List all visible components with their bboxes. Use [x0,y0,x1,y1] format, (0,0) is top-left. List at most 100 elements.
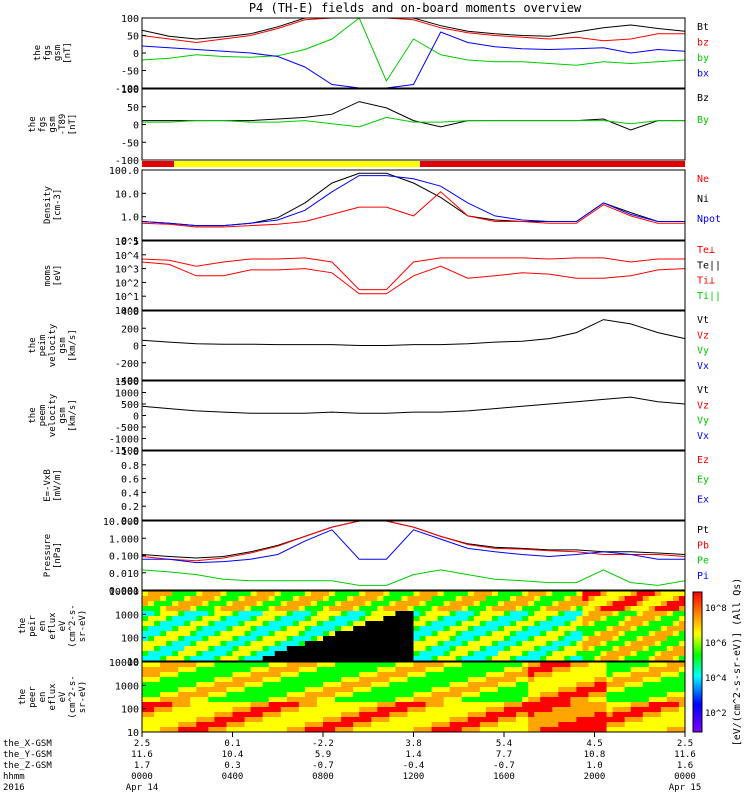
heatmap-cell [148,702,155,708]
heatmap-cell [251,621,258,627]
heatmap-cell [389,616,396,622]
heatmap-cell [154,631,161,637]
heatmap-cell [558,651,565,657]
heatmap-cell [661,601,668,607]
heatmap-cell [178,641,185,647]
heatmap-cell [625,591,632,597]
heatmap-cell [480,717,487,723]
heatmap-cell [377,591,384,597]
heatmap-cell [492,717,499,723]
heatmap-cell [456,702,463,708]
heatmap-cell [401,641,408,647]
heatmap-cell [625,616,632,622]
heatmap-cell [395,591,402,597]
heatmap-cell [673,591,680,597]
heatmap-cell [269,672,276,678]
heatmap-cell [498,662,505,668]
heatmap-cell [299,616,306,622]
heatmap-cell [347,697,354,703]
heatmap-cell [534,611,541,617]
heatmap-cell [353,682,360,688]
heatmap-cell [564,626,571,632]
heatmap-cell [184,636,191,642]
heatmap-cell [486,692,493,698]
heatmap-cell [625,677,632,683]
heatmap-cell [275,702,282,708]
heatmap-cell [498,596,505,602]
heatmap-cell [546,646,553,652]
heatmap-cell [420,651,427,657]
heatmap-cell [444,662,451,668]
heatmap-cell [371,707,378,713]
heatmap-cell [208,651,215,657]
heatmap-cell [142,631,149,637]
y-axis-label: velocity [48,393,58,437]
heatmap-cell [317,601,324,607]
heatmap-cell [631,596,638,602]
heatmap-cell [414,687,421,693]
heatmap-cell [570,611,577,617]
heatmap-cell [287,712,294,718]
heatmap-cell [335,662,342,668]
heatmap-cell [166,717,173,723]
y-tick-label: -500 [115,423,139,434]
heatmap-cell [595,596,602,602]
heatmap-cell [643,722,650,728]
heatmap-cell [263,611,270,617]
heatmap-cell [474,672,481,678]
heatmap-cell [148,677,155,683]
heatmap-cell [323,606,330,612]
heatmap-cell [220,641,227,647]
heatmap-cell [365,626,372,632]
heatmap-cell [486,722,493,728]
heatmap-cell [233,712,240,718]
heatmap-cell [287,702,294,708]
heatmap-cell [335,717,342,723]
heatmap-cell [196,611,203,617]
heatmap-cell [661,621,668,627]
heatmap-cell [619,682,626,688]
heatmap-cell [540,626,547,632]
heatmap-cell [184,667,191,673]
heatmap-cell [619,662,626,668]
heatmap-cell [142,687,149,693]
heatmap-cell [468,697,475,703]
heatmap-cell [414,631,421,637]
heatmap-cell [607,682,614,688]
heatmap-cell [673,707,680,713]
y-axis-label: eflux [48,612,58,640]
heatmap-cell [311,641,318,647]
heatmap-cell [329,626,336,632]
heatmap-cell [619,692,626,698]
heatmap-cell [576,697,583,703]
heatmap-cell [208,702,215,708]
heatmap-cell [649,606,656,612]
heatmap-cell [637,682,644,688]
heatmap-cell [407,626,414,632]
heatmap-cell [142,646,149,652]
heatmap-cell [281,651,288,657]
heatmap-cell [371,606,378,612]
heatmap-cell [510,601,517,607]
heatmap-cell [299,722,306,728]
heatmap-cell [311,722,318,728]
heatmap-cell [184,651,191,657]
heatmap-cell [148,707,155,713]
heatmap-cell [450,631,457,637]
heatmap-cell [275,692,282,698]
heatmap-cell [220,591,227,597]
heatmap-cell [233,687,240,693]
heatmap-cell [570,707,577,713]
heatmap-cell [432,672,439,678]
heatmap-cell [528,702,535,708]
heatmap-cell [154,717,161,723]
heatmap-cell [637,606,644,612]
heatmap-cell [534,651,541,657]
mode-bar [142,161,685,167]
heatmap-cell [389,591,396,597]
heatmap-cell [257,626,264,632]
heatmap-cell [673,596,680,602]
heatmap-cell [323,672,330,678]
heatmap-cell [444,722,451,728]
heatmap-cell [160,712,167,718]
